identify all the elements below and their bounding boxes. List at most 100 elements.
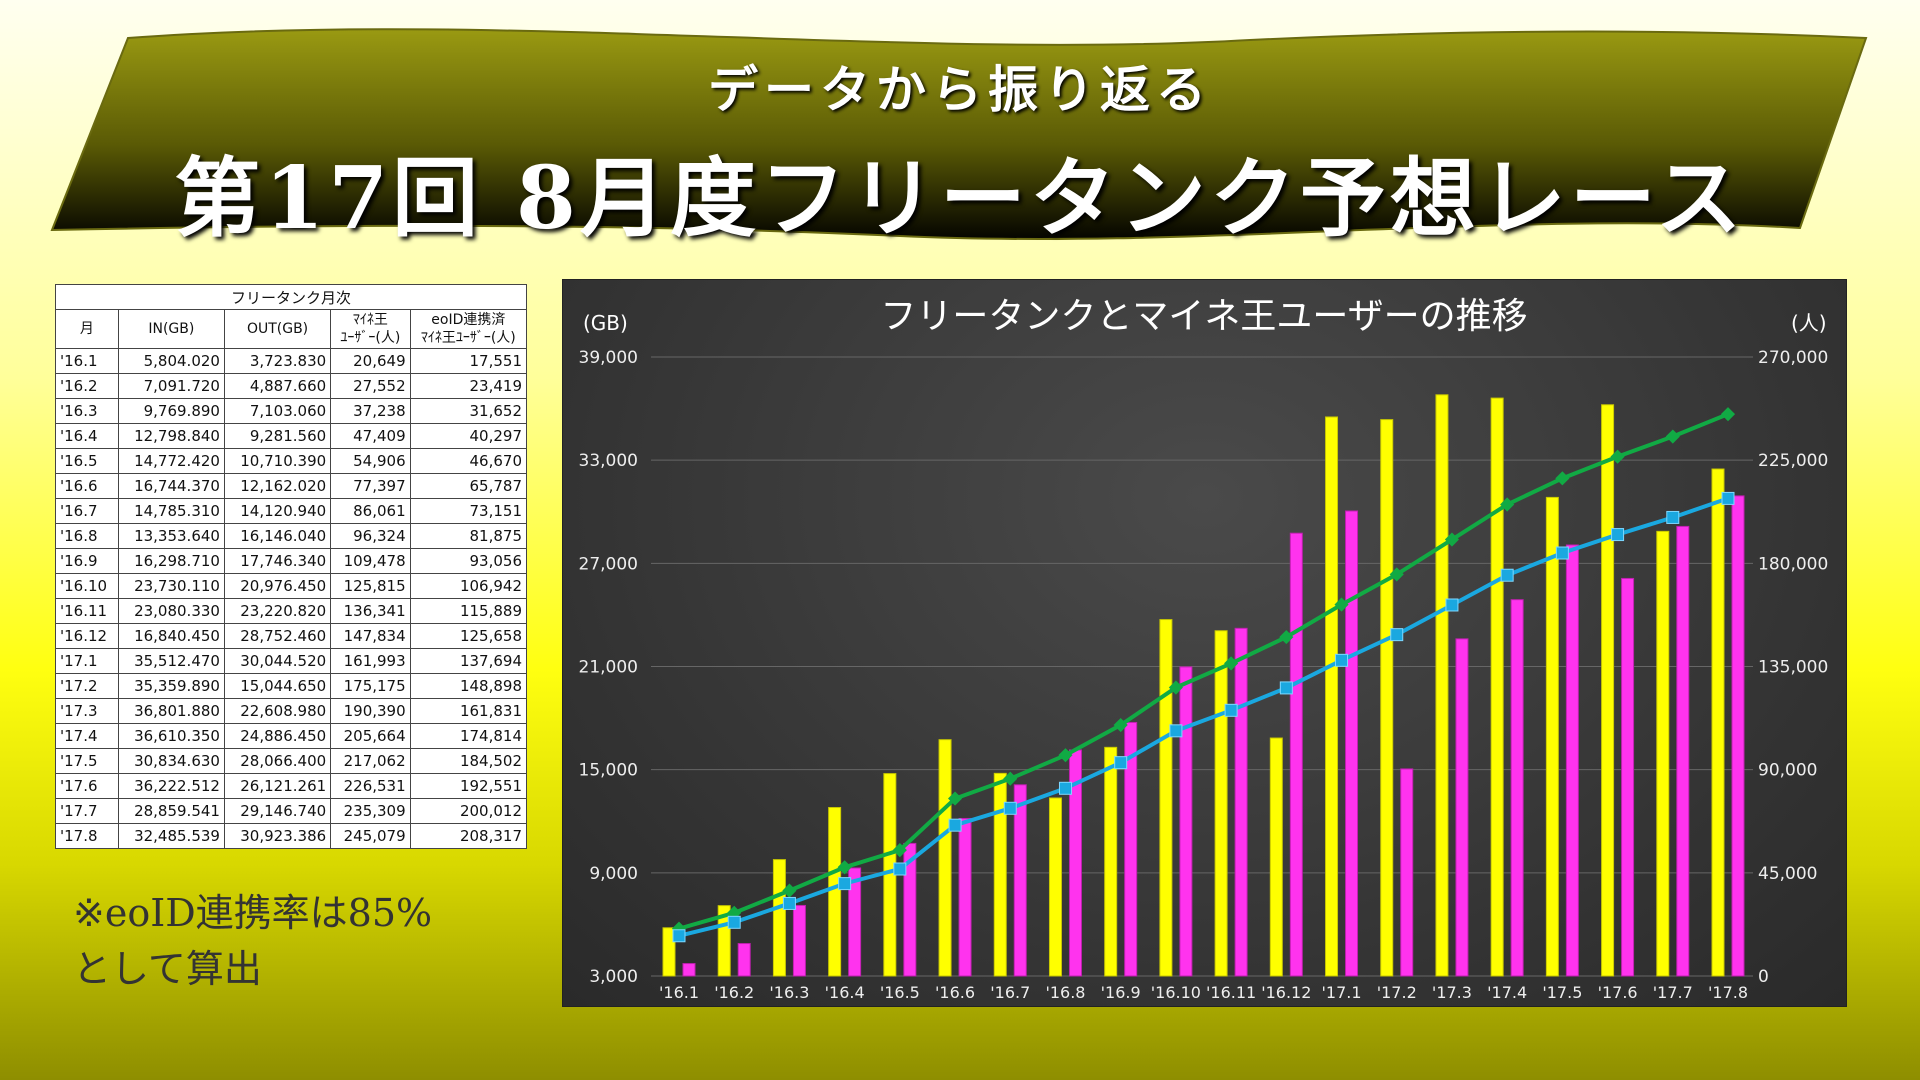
marker-eoid-users <box>893 862 907 876</box>
bar-out <box>1621 577 1635 977</box>
bar-out <box>1565 544 1579 977</box>
note-line-1: ※eoID連携率は85% <box>73 891 433 935</box>
right-tick-label: 135,000 <box>1758 658 1828 678</box>
table-cell: 16,840.450 <box>117 623 225 649</box>
table-row: '16.7 14,785.310 14,120.940 86,061 73,151 <box>55 498 528 524</box>
column-header: OUT(GB) <box>223 309 332 349</box>
table-cell: 208,317 <box>409 823 528 849</box>
table-cell: 3,723.830 <box>223 348 332 374</box>
bar-in <box>1325 416 1339 977</box>
x-tick-label: '17.5 <box>1542 983 1582 1002</box>
column-header: IN(GB) <box>117 309 225 349</box>
table-cell: 174,814 <box>409 723 528 749</box>
x-tick-label: '16.3 <box>769 983 809 1002</box>
bar-in <box>1601 404 1615 977</box>
marker-eoid-users <box>1114 756 1128 770</box>
table-cell: 7,103.060 <box>223 398 332 424</box>
bar-out <box>1179 666 1193 977</box>
table-row: '17.4 36,610.350 24,886.450 205,664 174,814 <box>55 723 528 749</box>
table-cell: 36,222.512 <box>117 773 225 799</box>
table-cell: 217,062 <box>330 748 411 774</box>
marker-eoid-users <box>1666 510 1680 524</box>
bar-in <box>662 927 676 977</box>
table-cell: 10,710.390 <box>223 448 332 474</box>
table-cell: 205,664 <box>330 723 411 749</box>
table-cell: 32,485.539 <box>117 823 225 849</box>
table-cell: '16.4 <box>55 423 119 449</box>
x-tick-label: '17.4 <box>1487 983 1527 1002</box>
banner-subtitle: データから振り返る <box>708 60 1212 119</box>
table-row: '16.2 7,091.720 4,887.660 27,552 23,419 <box>55 373 528 399</box>
table-cell: 17,551 <box>409 348 528 374</box>
table-cell: 24,886.450 <box>223 723 332 749</box>
x-tick-label: '16.9 <box>1101 983 1141 1002</box>
x-tick-label: '16.12 <box>1261 983 1311 1002</box>
table-cell: '16.1 <box>55 348 119 374</box>
marker-mineo-users <box>837 860 852 875</box>
x-tick-label: '17.3 <box>1432 983 1472 1002</box>
chart-panel: フリータンクとマイネ王ユーザーの推移 (GB) (人) 3,000 0 9,000 45,0… <box>562 279 1847 1007</box>
bar-in <box>828 807 842 977</box>
table-cell: 36,801.880 <box>117 698 225 724</box>
table-caption: フリータンク月次 <box>55 284 527 310</box>
column-header: ﾏｲﾈ王 ﾕｰｻﾞｰ(人) <box>330 309 411 349</box>
table-cell: 81,875 <box>409 523 528 549</box>
chart-title: フリータンクとマイネ王ユーザーの推移 <box>880 296 1527 337</box>
table-cell: 14,120.940 <box>223 498 332 524</box>
left-tick-label: 39,000 <box>579 348 638 368</box>
table-cell: '17.5 <box>55 748 119 774</box>
table-cell: 161,993 <box>330 648 411 674</box>
bar-out <box>958 817 972 977</box>
table-cell: '16.10 <box>55 573 119 599</box>
bar-in <box>1490 397 1504 977</box>
bar-out <box>682 963 696 977</box>
table-cell: '17.2 <box>55 673 119 699</box>
marker-eoid-users <box>1003 801 1017 815</box>
table-cell: 137,694 <box>409 648 528 674</box>
marker-eoid-users <box>1169 724 1183 738</box>
marker-mineo-users <box>782 883 797 898</box>
table-cell: 73,151 <box>409 498 528 524</box>
x-tick-label: '16.7 <box>990 983 1030 1002</box>
table-cell: 30,834.630 <box>117 748 225 774</box>
note-line-2: として算出 <box>73 947 262 991</box>
x-tick-label: '16.8 <box>1045 983 1085 1002</box>
table-row: '16.12 16,840.450 28,752.460 147,834 125,658 <box>55 623 528 649</box>
table-cell: 28,752.460 <box>223 623 332 649</box>
table-row: '16.9 16,298.710 17,746.340 109,478 93,056 <box>55 548 528 574</box>
table-cell: 23,419 <box>409 373 528 399</box>
table-cell: 28,066.400 <box>223 748 332 774</box>
table-cell: 22,608.980 <box>223 698 332 724</box>
table-cell: 106,942 <box>409 573 528 599</box>
right-tick-label: 180,000 <box>1758 554 1828 574</box>
banner-ribbon <box>50 28 1868 241</box>
marker-mineo-users <box>1279 630 1294 645</box>
table-cell: 30,923.386 <box>223 823 332 849</box>
table-cell: '16.9 <box>55 548 119 574</box>
marker-mineo-users <box>1610 449 1625 464</box>
table-cell: 29,146.740 <box>223 798 332 824</box>
table-cell: 15,044.650 <box>223 673 332 699</box>
marker-eoid-users <box>1721 491 1735 505</box>
table-cell: 125,658 <box>409 623 528 649</box>
bar-out <box>1510 599 1524 977</box>
table-cell: 235,309 <box>330 798 411 824</box>
line-mineo-users <box>678 412 1729 931</box>
marker-eoid-users <box>1611 528 1625 542</box>
table-cell: 23,080.330 <box>117 598 225 624</box>
marker-eoid-users <box>1058 781 1072 795</box>
marker-eoid-users <box>1279 681 1293 695</box>
marker-mineo-users <box>892 843 907 858</box>
table-cell: 9,281.560 <box>223 423 332 449</box>
left-tick-label: 9,000 <box>589 864 638 884</box>
table-cell: 17,746.340 <box>223 548 332 574</box>
data-table: フリータンク月次 月 IN(GB) OUT(GB) ﾏｲﾈ王 ﾕｰｻﾞｰ(人) eoID… <box>55 284 528 849</box>
table-cell: 109,478 <box>330 548 411 574</box>
table-cell: '17.6 <box>55 773 119 799</box>
table-cell: 27,552 <box>330 373 411 399</box>
marker-eoid-users <box>727 915 741 929</box>
table-cell: '16.6 <box>55 473 119 499</box>
table-cell: 12,798.840 <box>117 423 225 449</box>
bar-out <box>1345 510 1359 977</box>
column-header: eoID連携済 ﾏｲﾈ王ﾕｰｻﾞｰ(人) <box>409 309 528 349</box>
